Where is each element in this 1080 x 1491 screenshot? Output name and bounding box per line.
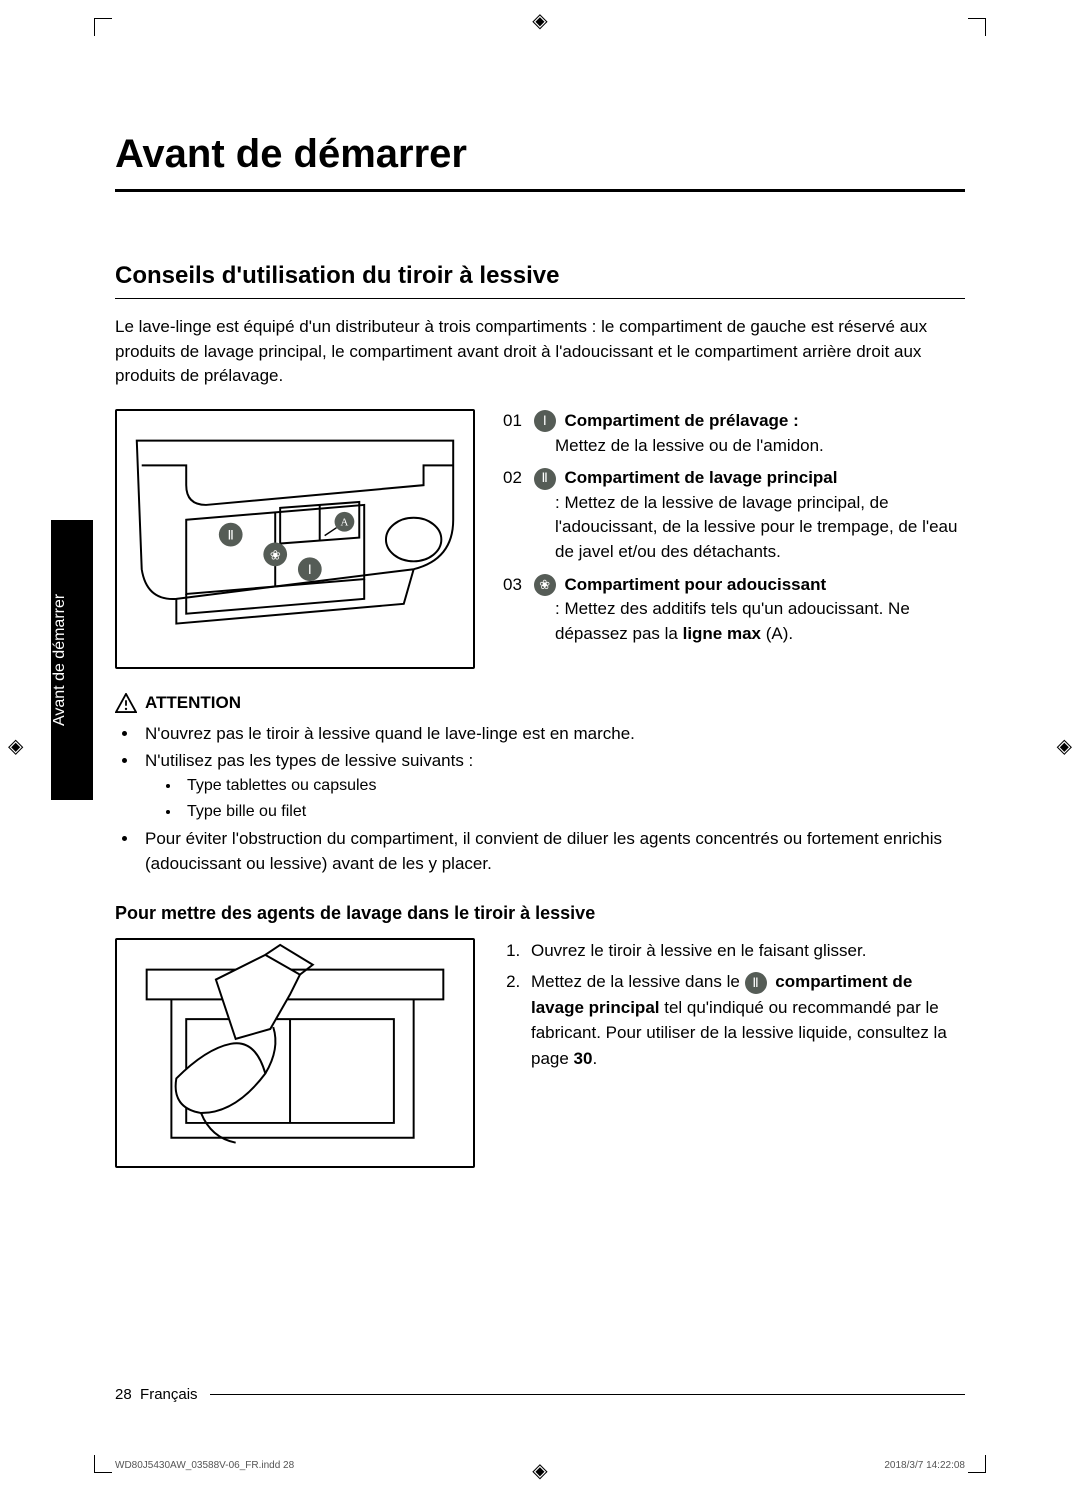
roman-one-icon: Ⅰ	[534, 410, 556, 432]
print-metadata: WD80J5430AW_03588V-06_FR.indd 28 2018/3/…	[115, 1460, 965, 1471]
crop-mark	[94, 18, 112, 36]
print-filename: WD80J5430AW_03588V-06_FR.indd 28	[115, 1460, 294, 1471]
list-item: N'ouvrez pas le tiroir à lessive quand l…	[139, 721, 965, 747]
roman-two-icon: Ⅱ	[745, 972, 767, 994]
registration-mark-icon: ◈	[532, 8, 547, 33]
attention-label: ATTENTION	[145, 693, 241, 713]
step-text: .	[592, 1049, 597, 1068]
diagram-label-II: Ⅱ	[228, 528, 234, 542]
compartment-number: 01	[503, 409, 529, 434]
compartment-number: 03	[503, 573, 529, 598]
list-item: Type bille ou filet	[181, 800, 965, 824]
step-text: Mettez de la lessive dans le	[531, 972, 745, 991]
compartment-item: 01 Ⅰ Compartiment de prélavage : Mettez …	[503, 409, 965, 458]
list-item: Pour éviter l'obstruction du compartimen…	[139, 826, 965, 877]
page-footer: 28 Français	[115, 1386, 965, 1403]
compartment-list: 01 Ⅰ Compartiment de prélavage : Mettez …	[503, 409, 965, 655]
roman-two-icon: Ⅱ	[534, 468, 556, 490]
compartment-number: 02	[503, 466, 529, 491]
compartment-desc: : Mettez de la lessive de lavage princip…	[555, 491, 965, 565]
sub-section-title: Pour mettre des agents de lavage dans le…	[115, 903, 965, 924]
list-item: N'utilisez pas les types de lessive suiv…	[139, 748, 965, 824]
attention-heading: ATTENTION	[115, 693, 965, 713]
compartment-title: Compartiment de prélavage :	[564, 411, 798, 430]
compartment-title: Compartiment de lavage principal	[564, 468, 837, 487]
registration-mark-icon: ◈	[1057, 733, 1072, 758]
list-item: Type tablettes ou capsules	[181, 774, 965, 798]
list-item-text: N'utilisez pas les types de lessive suiv…	[145, 751, 473, 770]
compartment-item: 03 ❀ Compartiment pour adoucissant : Met…	[503, 573, 965, 647]
page-title: Avant de démarrer	[115, 132, 965, 192]
steps-list: Ouvrez le tiroir à lessive en le faisant…	[503, 938, 965, 1078]
compartment-desc-tail: (A).	[761, 624, 793, 643]
diagram-label-A: A	[341, 517, 349, 529]
diagram-label-flower: ❀	[270, 548, 281, 562]
registration-mark-icon: ◈	[8, 733, 23, 758]
step-item: Ouvrez le tiroir à lessive en le faisant…	[525, 938, 965, 964]
footer-rule	[210, 1394, 965, 1395]
print-timestamp: 2018/3/7 14:22:08	[884, 1460, 965, 1471]
compartment-desc: : Mettez des additifs tels qu'un adoucis…	[555, 597, 965, 646]
step-item: Mettez de la lessive dans le Ⅱ compartim…	[525, 969, 965, 1071]
section-title: Conseils d'utilisation du tiroir à lessi…	[115, 262, 965, 299]
attention-list: N'ouvrez pas le tiroir à lessive quand l…	[115, 721, 965, 877]
drawer-illustration: Ⅱ ❀ Ⅰ A	[117, 411, 473, 668]
compartment-desc-bold: ligne max	[683, 624, 761, 643]
pouring-illustration	[117, 940, 473, 1167]
page-content: Avant de démarrer Avant de démarrer Cons…	[115, 40, 965, 1431]
compartment-title: Compartiment pour adoucissant	[564, 575, 826, 594]
pouring-diagram	[115, 938, 475, 1168]
crop-mark	[94, 1455, 112, 1473]
warning-icon	[115, 693, 137, 713]
crop-mark	[968, 1455, 986, 1473]
flower-icon: ❀	[534, 574, 556, 596]
footer-language: Français	[140, 1386, 198, 1403]
crop-mark	[968, 18, 986, 36]
intro-paragraph: Le lave-linge est équipé d'un distribute…	[115, 315, 965, 389]
page-number: 28	[115, 1386, 132, 1403]
drawer-diagram: Ⅱ ❀ Ⅰ A	[115, 409, 475, 669]
compartment-item: 02 Ⅱ Compartiment de lavage principal : …	[503, 466, 965, 565]
diagram-label-I: Ⅰ	[308, 563, 312, 577]
compartment-desc: Mettez de la lessive ou de l'amidon.	[555, 434, 965, 459]
side-tab: Avant de démarrer	[51, 520, 93, 800]
step-page-ref: 30	[574, 1049, 593, 1068]
